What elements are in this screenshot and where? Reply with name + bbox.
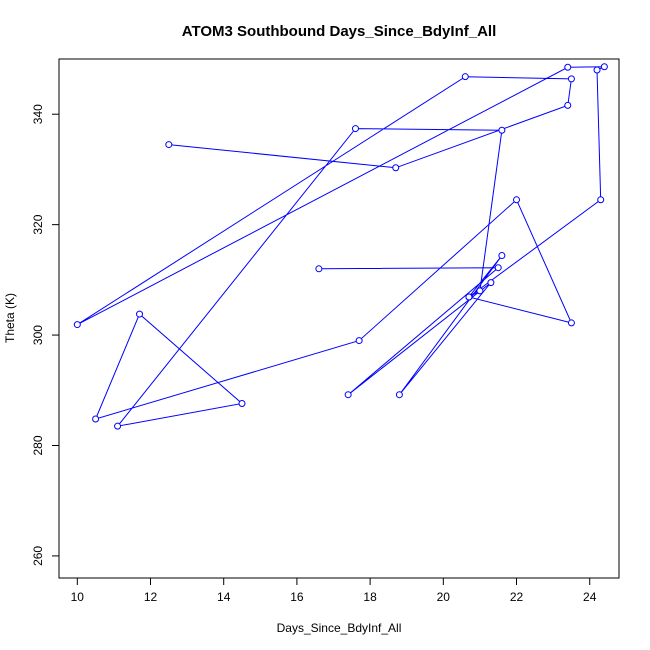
y-axis: 260 280 300 320 340 (31, 104, 60, 566)
data-point (465, 293, 473, 301)
data-point (114, 422, 122, 430)
x-tick-label: 22 (510, 590, 524, 604)
data-point (567, 319, 575, 327)
data-point (597, 196, 605, 204)
series-line (77, 66, 605, 427)
chart-title: ATOM3 Southbound Days_Since_BdyInf_All (182, 23, 497, 40)
data-point (487, 279, 495, 287)
data-point (136, 310, 144, 318)
series-layer (73, 63, 608, 430)
x-tick-label: 14 (217, 590, 231, 604)
y-tick-label: 260 (31, 546, 45, 566)
x-axis-label: Days_Since_BdyInf_All (277, 621, 402, 635)
y-tick-label: 280 (31, 435, 45, 455)
data-point (238, 400, 246, 408)
x-tick-label: 12 (144, 590, 158, 604)
data-point (351, 125, 359, 133)
x-tick-label: 20 (437, 590, 451, 604)
data-point (395, 391, 403, 399)
data-point (564, 101, 572, 109)
data-point (564, 63, 572, 71)
x-tick-label: 18 (363, 590, 377, 604)
y-tick-label: 340 (31, 104, 45, 124)
x-tick-label: 10 (71, 590, 85, 604)
data-point (461, 73, 469, 81)
x-axis: 10 12 14 16 18 20 22 24 (71, 577, 597, 604)
data-point (600, 63, 608, 71)
data-point (476, 287, 484, 295)
x-tick-label: 24 (583, 590, 597, 604)
data-point (494, 264, 502, 272)
data-point (355, 337, 363, 345)
y-tick-label: 320 (31, 214, 45, 234)
x-tick-label: 16 (290, 590, 304, 604)
data-point (593, 66, 601, 74)
data-point (498, 126, 506, 134)
y-tick-label: 300 (31, 325, 45, 345)
data-point (315, 265, 323, 273)
data-point (513, 196, 521, 204)
data-point (165, 141, 173, 149)
data-point (567, 75, 575, 83)
data-point (392, 164, 400, 172)
data-point (73, 321, 81, 329)
y-axis-label: Theta (K) (3, 293, 17, 343)
data-point (92, 415, 100, 423)
data-point (498, 252, 506, 260)
data-point (344, 391, 352, 399)
